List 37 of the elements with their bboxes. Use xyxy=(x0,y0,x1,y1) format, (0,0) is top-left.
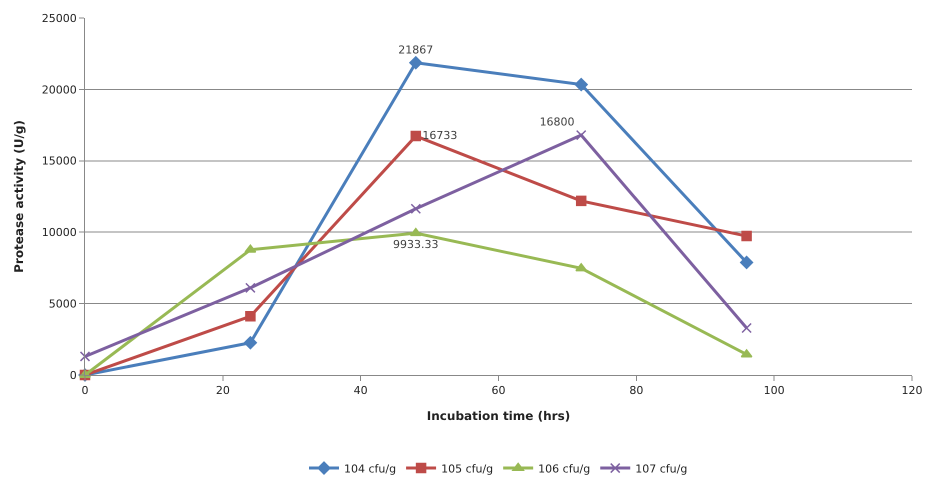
x-tick-label: 20 xyxy=(216,384,230,398)
x-tick-label: 100 xyxy=(764,384,785,398)
x-tick-label: 60 xyxy=(492,384,506,398)
x-axis-title: Incubation time (hrs) xyxy=(426,409,570,424)
x-tick-label: 0 xyxy=(82,384,88,398)
point xyxy=(576,196,586,206)
legend-label: 105 cfu/g xyxy=(441,462,494,476)
y-tick-label: 20000 xyxy=(42,83,77,96)
point xyxy=(741,322,752,334)
legend-label: 106 cfu/g xyxy=(538,462,590,476)
point xyxy=(410,228,422,236)
data-label: 16733 xyxy=(422,128,458,142)
point xyxy=(574,78,588,92)
x-tick-label: 80 xyxy=(629,384,644,398)
point xyxy=(245,282,256,294)
point xyxy=(741,230,752,242)
point xyxy=(409,56,422,70)
legend-label: 104 cfu/g xyxy=(344,462,396,476)
point xyxy=(244,336,257,350)
legend-label: 107 cfu/g xyxy=(635,462,688,476)
point xyxy=(410,130,422,142)
data-label: 16800 xyxy=(540,116,575,129)
y-tick-label: 25000 xyxy=(42,12,77,25)
x-tick-label: 120 xyxy=(902,384,922,398)
data-label: 21867 xyxy=(398,43,434,56)
point xyxy=(740,256,754,270)
x-tick-label: 40 xyxy=(354,384,368,398)
y-tick-label: 15000 xyxy=(42,154,77,168)
point xyxy=(245,311,256,322)
data-label: 9933.33 xyxy=(393,238,439,252)
point xyxy=(576,130,586,140)
y-tick-label: 0 xyxy=(70,368,77,382)
y-axis-title: Protease activity (U/g) xyxy=(12,120,26,273)
y-tick-label: 10000 xyxy=(42,226,77,240)
point xyxy=(80,351,90,362)
point xyxy=(410,204,422,214)
y-tick-label: 5000 xyxy=(48,297,77,310)
